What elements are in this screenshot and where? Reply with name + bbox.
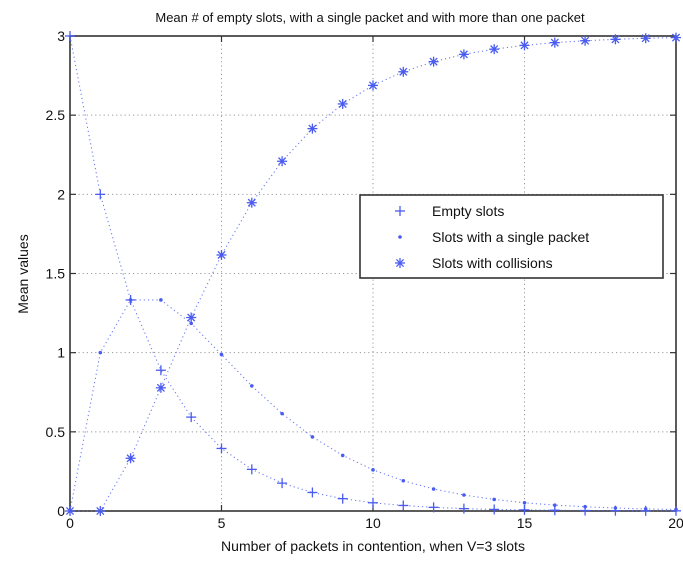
data-point-dot xyxy=(613,506,618,510)
legend: Empty slots Slots with a single packet S… xyxy=(359,194,664,279)
y-tick-label: 1.5 xyxy=(46,266,66,282)
legend-marker-dot xyxy=(398,235,402,239)
x-tick-label: 10 xyxy=(365,515,381,531)
data-point-dot xyxy=(553,503,557,507)
data-point-plus xyxy=(519,504,530,515)
y-tick-label: 0 xyxy=(57,503,65,519)
legend-symbol-dot xyxy=(398,235,402,239)
legend-symbol-plus xyxy=(395,206,405,216)
legend-item-empty-slots: Empty slots xyxy=(395,203,504,219)
series-line-dot xyxy=(69,299,677,512)
data-point-asterisk xyxy=(277,156,288,167)
data-point-dot xyxy=(643,507,648,511)
series-line-asterisk xyxy=(70,37,677,512)
data-point-dot xyxy=(219,352,224,357)
legend-marker-plus xyxy=(395,206,405,216)
chart-title: Mean # of empty slots, with a single pac… xyxy=(155,10,585,25)
data-point-asterisk xyxy=(610,34,621,45)
data-point-dot xyxy=(371,468,375,472)
data-point-dot xyxy=(159,298,163,302)
data-point-asterisk xyxy=(489,44,500,55)
x-tick-label: 20 xyxy=(668,515,683,531)
y-tick-label: 2.5 xyxy=(46,107,66,123)
x-axis-label: Number of packets in contention, when V=… xyxy=(221,538,525,554)
data-point-asterisk xyxy=(65,506,75,516)
series-markers xyxy=(65,31,681,516)
x-tick-label: 5 xyxy=(218,515,226,531)
y-tick-label: 3 xyxy=(57,28,65,44)
legend-item-collisions: Slots with collisions xyxy=(395,255,553,271)
legend-label-collisions: Slots with collisions xyxy=(432,255,553,271)
data-point-plus xyxy=(489,504,500,515)
data-point-asterisk xyxy=(640,33,651,44)
data-point-asterisk xyxy=(216,249,227,260)
data-point-plus xyxy=(368,497,378,508)
data-point-dot xyxy=(674,507,678,512)
series-line-plus xyxy=(69,35,676,512)
data-point-asterisk xyxy=(368,80,378,91)
y-tick-label: 0.5 xyxy=(46,424,66,440)
data-point-asterisk xyxy=(398,66,409,77)
data-point-dot xyxy=(492,497,497,502)
axis-tick-labels: 0 5 10 15 20 0 0.5 1 1.5 2 2.5 3 xyxy=(46,28,683,531)
data-point-plus xyxy=(277,478,288,489)
data-point-dot xyxy=(250,384,254,388)
data-point-plus xyxy=(246,464,257,475)
legend-label-empty-slots: Empty slots xyxy=(432,203,504,219)
legend-symbol-asterisk xyxy=(395,258,405,268)
data-point-asterisk xyxy=(186,312,197,323)
data-point-dot xyxy=(98,350,103,355)
x-tick-label: 15 xyxy=(517,515,533,531)
data-point-plus xyxy=(337,493,348,504)
legend-label-single-packet: Slots with a single packet xyxy=(432,229,589,245)
legend-marker-asterisk xyxy=(395,258,405,268)
data-point-asterisk xyxy=(246,197,257,208)
data-point-asterisk xyxy=(307,123,318,134)
y-axis-label: Mean values xyxy=(15,234,31,313)
data-point-plus xyxy=(65,31,75,41)
data-point-asterisk xyxy=(337,98,348,109)
y-tick-label: 1 xyxy=(57,345,65,361)
data-point-dot xyxy=(583,504,587,509)
data-point-plus xyxy=(428,502,439,513)
data-point-dot xyxy=(522,500,527,505)
data-point-dot xyxy=(280,411,284,416)
data-point-plus xyxy=(458,503,469,514)
data-point-dot xyxy=(401,478,406,483)
data-point-dot xyxy=(431,487,436,491)
data-point-asterisk xyxy=(155,382,166,393)
legend-item-single-packet: Slots with a single packet xyxy=(398,229,589,245)
data-point-asterisk xyxy=(519,40,530,51)
data-point-asterisk xyxy=(549,37,560,48)
x-tick-label: 0 xyxy=(66,515,74,531)
legend-box xyxy=(359,194,664,279)
data-point-dot xyxy=(462,493,466,497)
data-point-plus xyxy=(95,189,106,200)
data-point-asterisk xyxy=(95,506,106,516)
data-point-asterisk xyxy=(458,49,469,60)
data-point-plus xyxy=(398,500,409,511)
data-point-asterisk xyxy=(428,56,439,67)
data-point-plus xyxy=(155,365,166,376)
y-tick-label: 2 xyxy=(57,186,65,202)
data-point-asterisk xyxy=(125,453,136,464)
data-point-plus xyxy=(307,487,318,498)
data-point-dot xyxy=(340,453,345,458)
data-point-plus xyxy=(216,443,227,454)
data-point-dot xyxy=(189,321,193,326)
data-point-asterisk xyxy=(580,35,591,46)
data-point-dot xyxy=(128,298,133,302)
data-point-plus xyxy=(186,412,197,423)
data-point-dot xyxy=(310,435,315,439)
data-point-asterisk xyxy=(671,32,681,43)
